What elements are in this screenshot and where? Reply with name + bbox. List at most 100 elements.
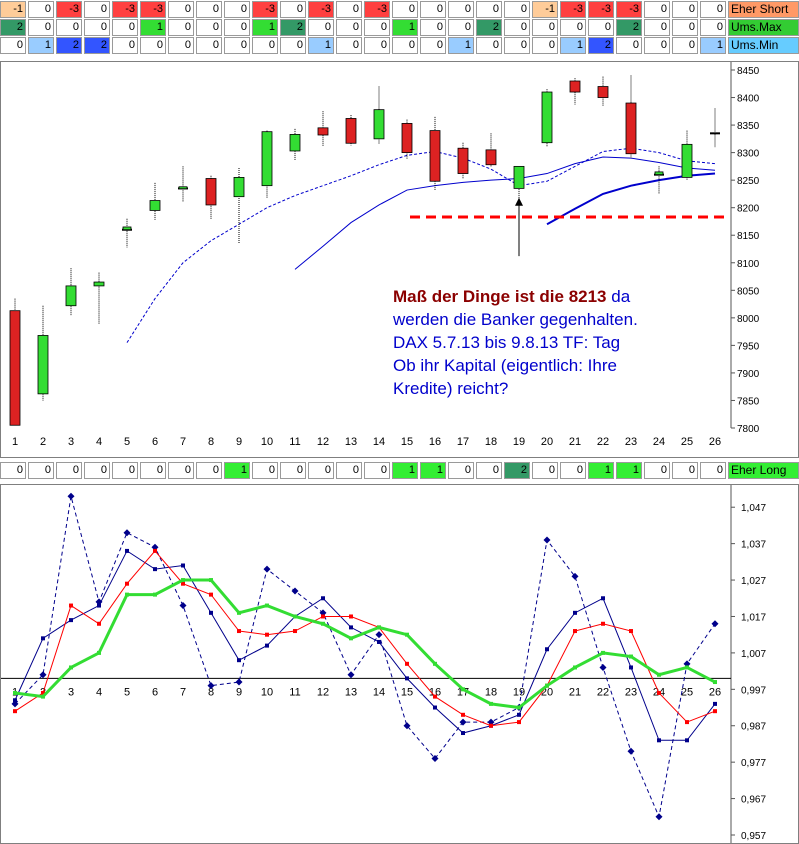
long-cell: 1 [392, 462, 418, 479]
long-cell: 0 [448, 462, 474, 479]
series-point [125, 548, 129, 553]
series-line [14, 550, 716, 741]
series-point [13, 698, 17, 703]
x-tick-label: 15 [401, 436, 413, 448]
ma-long-line [294, 156, 716, 270]
candle-body [233, 177, 245, 198]
ums-max-cell: 0 [700, 19, 726, 36]
x-tick-label: 21 [569, 436, 581, 448]
ums-max-cell: 0 [672, 19, 698, 36]
x-tick-label: 22 [597, 686, 609, 698]
short-cell: 0 [420, 1, 446, 18]
x-tick-label: 8 [208, 436, 214, 448]
x-tick-label: 10 [261, 436, 273, 448]
ums-max-cell: 0 [504, 19, 530, 36]
series-point [433, 705, 437, 710]
y-tick-label: 8350 [737, 121, 760, 132]
series-point [41, 690, 45, 695]
long-cell: 1 [616, 462, 642, 479]
ums-max-cell: 0 [588, 19, 614, 36]
series-point [713, 701, 717, 706]
candle-body [261, 131, 273, 187]
series-point [517, 705, 521, 710]
series-point [405, 661, 409, 666]
candle-body [569, 80, 581, 93]
series-point [265, 643, 269, 648]
ratio-line-chart: 0,957 0,967 0,977 0,987 0,997 1,007 1,017 1,027… [0, 484, 799, 844]
series-point [95, 598, 103, 606]
y-tick-label: 8300 [737, 149, 760, 160]
series-point [461, 731, 465, 736]
y-tick-label: 8050 [737, 286, 760, 297]
series-point [181, 563, 185, 568]
series-point [377, 625, 381, 630]
series-point [153, 592, 157, 597]
annotation-line-2: werden die Banker gegenhalten. [393, 310, 638, 329]
x-tick-label: 4 [96, 436, 102, 448]
short-cell: 0 [700, 1, 726, 18]
ums-max-cell: 0 [448, 19, 474, 36]
x-tick-label: 20 [541, 436, 553, 448]
x-tick-label: 5 [124, 686, 130, 698]
short-cell: -3 [112, 1, 138, 18]
x-tick-label: 16 [429, 436, 441, 448]
ums-max-cell: 0 [420, 19, 446, 36]
candle-body [9, 310, 21, 426]
series-point [123, 529, 131, 537]
short-cell: -3 [588, 1, 614, 18]
long-cell: 0 [252, 462, 278, 479]
long-cell: 0 [560, 462, 586, 479]
series-point [545, 683, 549, 688]
series-point [405, 676, 409, 681]
candle-body [65, 285, 77, 307]
series-point [235, 678, 243, 686]
series-point [433, 694, 437, 699]
ums-min-cell: 0 [504, 37, 530, 54]
series-point [181, 581, 185, 586]
short-cell: 0 [448, 1, 474, 18]
candle-body [122, 226, 132, 231]
candle-body [429, 130, 441, 182]
x-tick-label: 21 [569, 686, 581, 698]
series-point [459, 718, 467, 726]
series-point [655, 813, 663, 821]
ums-min-cell: 0 [644, 37, 670, 54]
candle-body [485, 149, 497, 166]
x-tick-label: 7 [180, 436, 186, 448]
candle-body [149, 200, 161, 211]
annotation-text: Maß der Dinge ist die 8213 da werden die… [393, 285, 723, 400]
short-cell: -1 [532, 1, 558, 18]
y-tick-label: 8250 [737, 176, 760, 187]
x-tick-label: 25 [681, 436, 693, 448]
series-point [573, 629, 577, 634]
series-line [14, 496, 716, 819]
long-cell: 0 [140, 462, 166, 479]
x-tick-label: 18 [485, 436, 497, 448]
x-tick-label: 26 [709, 686, 721, 698]
series-point [349, 614, 353, 619]
x-tick-label: 7 [180, 686, 186, 698]
x-tick-label: 11 [289, 686, 300, 698]
series-point [125, 581, 129, 586]
series-point [153, 548, 157, 553]
short-cell: 0 [196, 1, 222, 18]
long-cell: 0 [280, 462, 306, 479]
ums-min-cell: 1 [700, 37, 726, 54]
series-point [629, 654, 633, 659]
series-point [405, 632, 409, 637]
series-point [349, 636, 353, 641]
short-cell: -3 [56, 1, 82, 18]
candle-body [625, 102, 637, 155]
series-point [69, 603, 73, 608]
x-tick-label: 5 [124, 436, 130, 448]
candle-body [345, 118, 357, 144]
series-point [657, 738, 661, 743]
series-point [69, 665, 73, 670]
ums-min-cell: 0 [112, 37, 138, 54]
long-cell: 0 [364, 462, 390, 479]
series-point [657, 690, 661, 695]
series-point [431, 755, 439, 763]
ums-min-cell: 1 [448, 37, 474, 54]
candle-body [317, 127, 329, 136]
